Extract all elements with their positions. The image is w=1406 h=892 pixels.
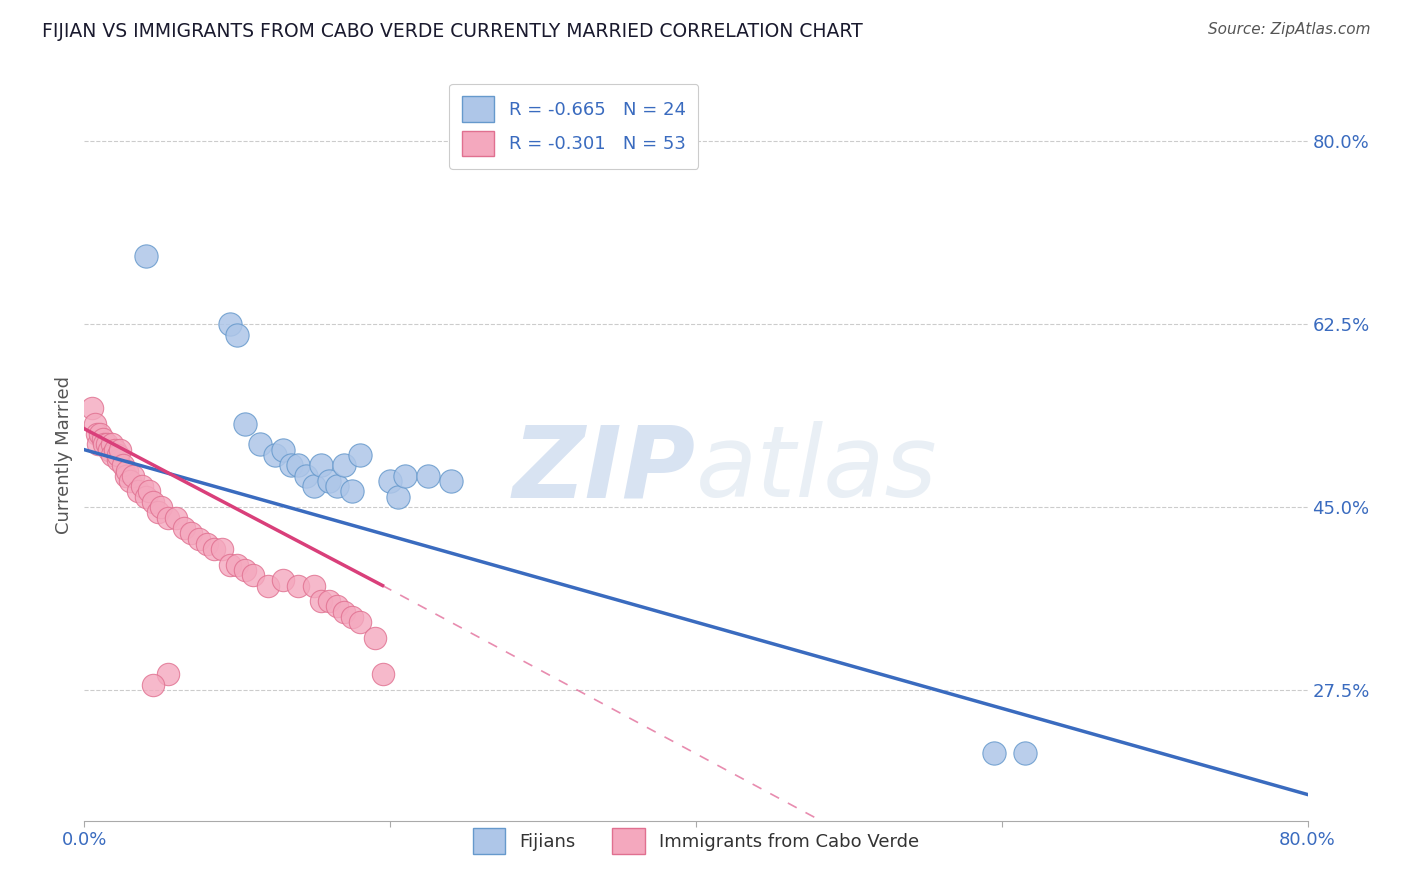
Point [122,468,145,483]
Point [131,479,153,493]
Point [394,468,416,483]
Point [287,458,309,473]
Point [89,427,111,442]
Point [108,442,131,457]
Text: atlas: atlas [696,421,938,518]
Point [173,521,195,535]
Point [101,437,124,451]
Point [1014,746,1036,760]
Point [325,599,347,614]
Point [318,474,340,488]
Point [104,442,127,457]
Point [418,468,440,483]
Point [84,417,107,431]
Point [333,605,356,619]
Point [120,474,142,488]
Point [271,574,294,588]
Point [295,468,318,483]
Point [380,474,402,488]
Text: ZIP: ZIP [513,421,696,518]
Point [180,526,202,541]
Point [257,578,280,592]
Y-axis label: Currently Married: Currently Married [55,376,73,534]
Point [364,631,387,645]
Point [111,458,134,473]
Point [96,437,118,451]
Point [127,484,149,499]
Text: Source: ZipAtlas.com: Source: ZipAtlas.com [1208,22,1371,37]
Text: FIJIAN VS IMMIGRANTS FROM CABO VERDE CURRENTLY MARRIED CORRELATION CHART: FIJIAN VS IMMIGRANTS FROM CABO VERDE CUR… [42,22,863,41]
Point [218,318,240,332]
Point [226,558,249,572]
Point [211,541,233,556]
Point [233,563,256,577]
Point [233,417,256,431]
Point [195,537,218,551]
Point [149,500,172,515]
Point [387,490,409,504]
Point [302,578,325,592]
Point [202,541,225,556]
Point [249,437,271,451]
Point [80,401,103,415]
Point [325,479,347,493]
Point [349,448,371,462]
Point [138,484,160,499]
Point [188,532,211,546]
Point [107,453,129,467]
Point [226,327,249,342]
Point [91,432,114,446]
Point [264,448,287,462]
Point [165,510,187,524]
Point [318,594,340,608]
Point [115,464,138,478]
Point [157,667,180,681]
Point [142,495,165,509]
Point [371,667,394,681]
Point [311,458,333,473]
Point [340,610,363,624]
Point [101,448,124,462]
Point [97,442,120,457]
Point [107,448,129,462]
Point [311,594,333,608]
Point [302,479,325,493]
Point [135,249,157,263]
Point [333,458,356,473]
Point [114,468,136,483]
Point [87,437,110,451]
Point [340,484,363,499]
Point [86,427,108,442]
Legend: Fijians, Immigrants from Cabo Verde: Fijians, Immigrants from Cabo Verde [464,819,928,863]
Point [280,458,302,473]
Point [135,490,157,504]
Point [157,510,180,524]
Point [93,437,115,451]
Point [142,678,165,692]
Point [349,615,371,629]
Point [218,558,240,572]
Point [271,442,294,457]
Point [440,474,463,488]
Point [983,746,1005,760]
Point [287,578,309,592]
Point [242,568,264,582]
Point [146,505,169,519]
